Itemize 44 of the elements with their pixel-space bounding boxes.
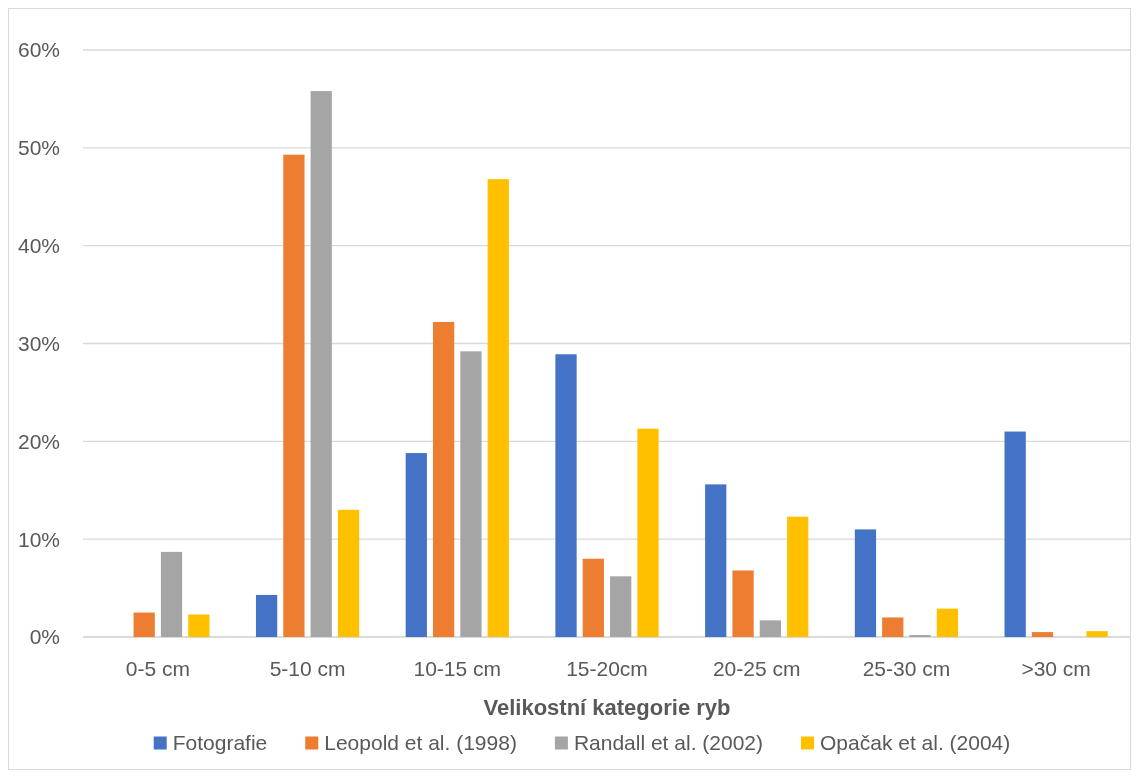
- x-tick-label: 15-20cm: [566, 657, 648, 680]
- legend-label: Randall et al. (2002): [573, 731, 764, 755]
- y-tick-label: 60%: [17, 38, 60, 62]
- bar: [1086, 631, 1108, 637]
- bar: [310, 91, 332, 637]
- y-tick-label: 20%: [17, 429, 60, 453]
- bar: [405, 453, 427, 637]
- bar: [854, 529, 877, 637]
- bar: [487, 179, 509, 637]
- y-tick-label: 10%: [17, 527, 60, 551]
- x-tick-label: 10-15 cm: [413, 657, 502, 680]
- legend-label: Opačak et al. (2004): [820, 731, 1011, 755]
- bar: [787, 516, 809, 637]
- x-tick-label: >30 cm: [1021, 657, 1091, 680]
- y-tick-label: 0%: [29, 625, 60, 649]
- bar: [337, 509, 360, 637]
- bar: [433, 321, 455, 637]
- bar: [637, 428, 659, 637]
- bar: [188, 614, 210, 637]
- bar: [555, 354, 577, 637]
- y-tick-label: 50%: [17, 136, 60, 160]
- bar: [582, 558, 604, 637]
- y-tick-label: 40%: [17, 234, 60, 258]
- x-tick-label: 0-5 cm: [125, 657, 190, 680]
- bar: [460, 351, 482, 637]
- bar: [705, 484, 727, 637]
- bar: [610, 576, 632, 637]
- legend-label: Fotografie: [172, 731, 268, 755]
- x-tick-label: 20-25 cm: [712, 657, 801, 680]
- bar: [732, 570, 754, 637]
- bar: [283, 154, 305, 637]
- bar: [882, 617, 904, 637]
- bar: [160, 551, 183, 637]
- legend-label: Leopold et al. (1998): [324, 731, 517, 755]
- bar: [936, 608, 959, 637]
- x-axis-title: Velikostní kategorie ryb: [483, 695, 731, 720]
- bar: [1031, 632, 1054, 637]
- x-tick-label: 25-30 cm: [862, 657, 951, 680]
- bar: [759, 620, 782, 637]
- x-tick-label: 5-10 cm: [269, 657, 346, 680]
- bar: [133, 612, 155, 637]
- bar: [255, 594, 278, 637]
- bar: [1004, 431, 1026, 637]
- y-tick-label: 30%: [17, 331, 60, 355]
